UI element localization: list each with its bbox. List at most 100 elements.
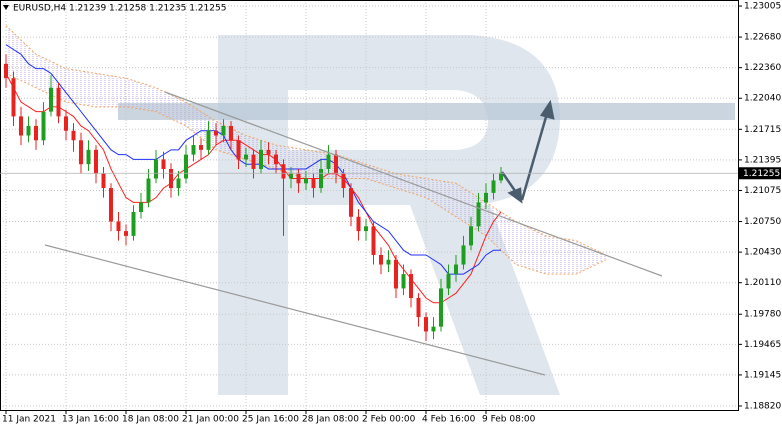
candle-body [424, 317, 428, 332]
forecast-arrow [500, 99, 555, 204]
candle-body [86, 149, 91, 165]
x-tick-label: 18 Jan 08:00 [122, 415, 179, 425]
candle-body [334, 154, 338, 174]
candle-body [26, 125, 31, 136]
candle-body [364, 226, 368, 232]
candle-body [79, 140, 83, 165]
candle-body [229, 125, 233, 141]
candle-body [296, 173, 301, 184]
candle-body [371, 226, 376, 255]
candle-body [101, 173, 106, 189]
x-tick-label: 11 Jan 2021 [2, 415, 56, 425]
candle-body [491, 180, 496, 193]
candle-body [161, 159, 166, 169]
plot-border [0, 0, 739, 411]
x-tick-label: 13 Jan 16:00 [62, 415, 119, 425]
candle-body [304, 178, 308, 184]
y-tick-label: 1.22680 [744, 33, 781, 43]
candle-body [139, 202, 143, 212]
y-tick-label: 1.20750 [744, 217, 781, 227]
candle-body [311, 178, 316, 189]
y-tick-label: 1.19465 [744, 340, 781, 350]
watermark [218, 35, 560, 395]
channel-lower [44, 244, 546, 376]
candle-body [169, 168, 173, 189]
candle-body [349, 188, 353, 217]
candle-body [11, 78, 16, 117]
last-price-box [739, 167, 781, 180]
candle-body [476, 202, 481, 227]
candle-body [221, 125, 226, 136]
candle-body [154, 159, 158, 179]
candle-body [409, 274, 413, 298]
candle-body [244, 154, 248, 160]
y-tick-label: 1.18820 [744, 401, 781, 411]
chart-title: EURUSD,H4 1.21239 1.21258 1.21235 1.2125… [13, 4, 226, 14]
candle-body [416, 297, 421, 318]
candle-body [184, 154, 188, 179]
cloud-fill [6, 25, 606, 275]
candle-body [274, 154, 278, 165]
candle-body [146, 178, 151, 203]
candle-body [191, 145, 196, 155]
candle-body [199, 145, 203, 150]
y-tick-label: 1.22040 [744, 94, 781, 104]
candle-body [499, 172, 503, 181]
candle-body [394, 259, 398, 289]
candle-body [326, 154, 331, 169]
candle-body [251, 154, 256, 169]
span-a [5, 25, 607, 256]
y-tick-label: 1.21715 [744, 125, 781, 135]
y-tick-label: 1.20430 [744, 248, 781, 258]
candle-body [19, 116, 23, 136]
candle-body [289, 173, 293, 179]
candle-body [34, 125, 38, 141]
x-tick-label: 28 Jan 08:00 [302, 415, 359, 425]
candle-body [176, 178, 181, 189]
y-tick-label: 1.19145 [744, 370, 781, 380]
candle-body [379, 254, 383, 265]
candle-body [71, 130, 76, 141]
candle-body [341, 173, 346, 189]
x-tick-label: 4 Feb 16:00 [422, 415, 476, 425]
y-tick-label: 1.19780 [744, 310, 781, 320]
channel-upper [164, 91, 663, 277]
candle-body [214, 130, 218, 136]
last-price-label: 1.21255 [743, 169, 780, 179]
y-tick-label: 1.20110 [744, 278, 781, 288]
candle-body [431, 326, 436, 332]
candle-body [266, 149, 271, 155]
candle-body [469, 226, 473, 246]
candle-body [4, 63, 8, 79]
candle-body [116, 221, 121, 232]
y-tick-label: 1.22360 [744, 63, 781, 73]
candle-body [109, 188, 113, 222]
x-tick-label: 2 Feb 00:00 [362, 415, 416, 425]
candle-body [484, 192, 488, 203]
candle-body [94, 149, 98, 174]
candle-body [401, 274, 406, 289]
candle-body [446, 274, 451, 289]
candle-body [319, 168, 323, 189]
candle-body [386, 259, 391, 265]
x-tick-label: 25 Jan 16:00 [242, 415, 299, 425]
candle-body [56, 87, 61, 117]
candle-body [454, 264, 458, 275]
span-b [5, 72, 607, 275]
y-tick-label: 1.21075 [744, 186, 781, 196]
candle-body [41, 111, 46, 141]
candle-body [259, 149, 263, 169]
candle-body [64, 116, 68, 131]
candle-body [439, 288, 443, 327]
candle-body [131, 211, 136, 236]
candle-body [124, 231, 128, 236]
candle-body [236, 140, 241, 160]
candle-body [281, 164, 286, 179]
candle-body [49, 87, 53, 112]
x-tick-label: 21 Jan 00:00 [182, 415, 239, 425]
candle-body [356, 216, 361, 232]
channel [44, 91, 663, 376]
candle-body [461, 245, 466, 265]
